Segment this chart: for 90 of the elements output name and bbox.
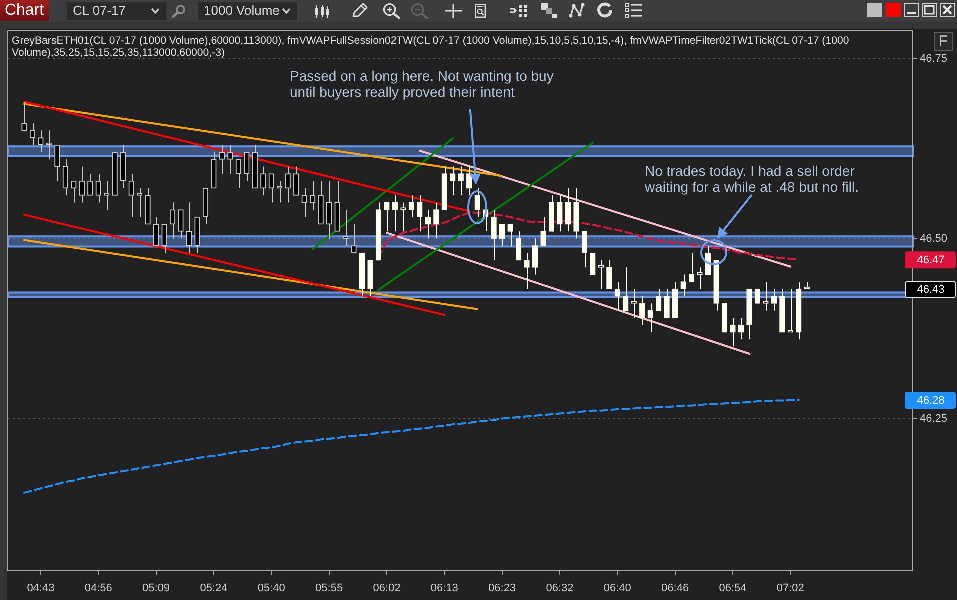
candlestick bbox=[400, 202, 406, 232]
candlestick bbox=[524, 252, 530, 290]
candlestick bbox=[623, 267, 629, 312]
candlestick bbox=[302, 188, 308, 218]
text: GreyBarsETH01(CL 07-17 (1000 Volume),60000,113000), fmVWAPFullSession02TW(CL 07-17 (1000 Volume),15,10,5,5,10,15,-4), fmVWAPTimeFilter02TW1Tick(CL 07-17 (1000 Volume),35,25,15,15,25,35,113000,60000,-3) bbox=[12, 35, 850, 59]
candlestick bbox=[384, 202, 390, 232]
candlestick bbox=[516, 231, 522, 261]
candlestick bbox=[79, 166, 85, 204]
candlestick bbox=[268, 174, 274, 204]
text: 46.28 bbox=[917, 395, 945, 408]
candlestick bbox=[738, 318, 744, 340]
candlestick bbox=[458, 166, 464, 196]
candlestick bbox=[88, 174, 94, 196]
candlestick bbox=[170, 202, 176, 240]
candlestick bbox=[614, 282, 620, 312]
candlestick bbox=[474, 188, 480, 218]
y-tick-label: 46.25 bbox=[920, 412, 948, 425]
x-tick-label: 06:02 bbox=[373, 582, 401, 595]
candlestick bbox=[260, 166, 266, 196]
tab: Chart bbox=[0, 0, 49, 21]
candlestick bbox=[540, 216, 546, 246]
x-tick-label: 06:54 bbox=[719, 582, 747, 595]
candlestick bbox=[128, 174, 134, 218]
candlestick bbox=[408, 195, 415, 218]
candlestick bbox=[508, 224, 514, 246]
x-tick-label: 04:43 bbox=[27, 582, 55, 595]
candlestick bbox=[450, 166, 456, 196]
candlestick bbox=[22, 102, 28, 132]
y-tick-label: 46.50 bbox=[920, 232, 948, 245]
candlestick bbox=[582, 231, 588, 268]
candlestick bbox=[565, 188, 572, 232]
candlestick bbox=[186, 202, 192, 254]
candlestick bbox=[285, 166, 291, 204]
candlestick bbox=[228, 144, 234, 174]
candlestick bbox=[664, 288, 670, 318]
candlestick bbox=[326, 180, 332, 240]
candlestick bbox=[499, 224, 506, 246]
candlestick bbox=[771, 288, 778, 312]
candlestick bbox=[466, 166, 472, 196]
x-tick-label: 05:09 bbox=[142, 582, 170, 595]
candlestick bbox=[730, 318, 736, 348]
x-tick-label: 06:23 bbox=[488, 582, 516, 595]
x-tick-label: 05:55 bbox=[316, 582, 344, 595]
candlestick bbox=[688, 252, 695, 282]
candlestick bbox=[491, 210, 497, 261]
button: F bbox=[934, 32, 953, 51]
candlestick bbox=[62, 159, 68, 196]
annotation: No trades today. I had a sell order waiting for a while at .48 but no fill. bbox=[645, 163, 860, 195]
candlestick bbox=[71, 180, 77, 204]
candlestick bbox=[680, 274, 686, 297]
candlestick bbox=[310, 180, 316, 210]
line-series bbox=[23, 399, 800, 494]
candlestick bbox=[754, 288, 761, 304]
candlestick bbox=[96, 174, 102, 204]
dropdown: 1000 Volume bbox=[198, 2, 297, 20]
x-tick-label: 07:02 bbox=[776, 582, 804, 595]
candlestick bbox=[434, 202, 440, 240]
candlestick bbox=[557, 195, 563, 232]
candlestick bbox=[532, 238, 538, 276]
candlestick bbox=[162, 224, 168, 254]
candlestick bbox=[417, 195, 423, 232]
candlestick bbox=[392, 195, 398, 232]
candlestick bbox=[648, 303, 654, 333]
candlestick bbox=[236, 159, 242, 189]
y-tick-label: 46.75 bbox=[920, 52, 948, 65]
x-tick-label: 06:40 bbox=[604, 582, 632, 595]
candlestick bbox=[656, 288, 662, 312]
x-tick-label: 06:32 bbox=[546, 582, 574, 595]
candlestick bbox=[178, 210, 184, 240]
candlestick bbox=[244, 152, 250, 182]
candlestick bbox=[38, 130, 44, 153]
x-tick-label: 04:56 bbox=[84, 582, 112, 595]
text: 46.47 bbox=[917, 254, 945, 267]
candlestick bbox=[640, 296, 646, 326]
candlestick bbox=[219, 144, 226, 174]
annotation: Passed on a long here. Not wanting to buy until buyers really proved their intent bbox=[290, 68, 555, 100]
candlestick bbox=[425, 210, 431, 240]
candlestick bbox=[153, 216, 160, 246]
candlestick bbox=[30, 123, 36, 146]
x-tick-label: 06:13 bbox=[430, 582, 458, 595]
dropdown: CL 07-17 bbox=[67, 2, 166, 20]
x-tick-label: 06:46 bbox=[662, 582, 690, 595]
candlestick bbox=[351, 224, 357, 254]
x-tick-label: 05:40 bbox=[258, 582, 286, 595]
x-tick-label: 05:24 bbox=[200, 582, 228, 595]
candlestick bbox=[590, 252, 596, 276]
text: 46.43 bbox=[917, 284, 945, 296]
candlestick bbox=[606, 260, 612, 290]
candlestick bbox=[54, 144, 60, 182]
candlestick bbox=[294, 166, 300, 196]
